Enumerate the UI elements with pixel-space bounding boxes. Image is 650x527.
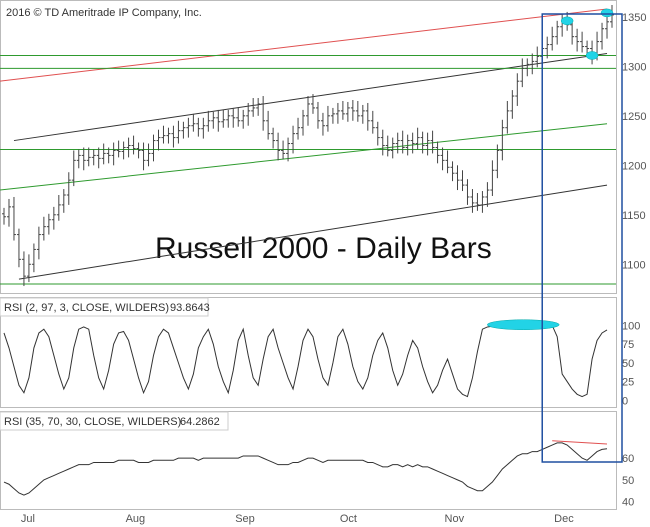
month-label: Oct: [340, 513, 357, 525]
price-tick-label: 1150: [622, 210, 646, 222]
price-tick-label: 1250: [622, 111, 646, 123]
rsi2-title: RSI (2, 97, 3, CLOSE, WILDERS): [4, 302, 169, 314]
price-tick-label: 1300: [622, 61, 646, 73]
rsi2-tick-label: 100: [622, 320, 640, 332]
highlight-box: [541, 13, 623, 463]
rsi35-tick-label: 40: [622, 497, 634, 509]
price-tick-label: 1350: [622, 12, 646, 24]
watermark-text: 2016 © TD Ameritrade IP Company, Inc.: [6, 7, 202, 19]
highlight-marker: [600, 8, 614, 18]
rsi35-title-box: [0, 411, 229, 431]
rsi2-title-box: [0, 297, 209, 317]
highlight-marker: [585, 51, 599, 60]
rsi35-tick-label: 60: [622, 453, 634, 465]
price-tick-label: 1200: [622, 160, 646, 172]
rsi2-last-value: 93.8643: [170, 302, 210, 314]
rsi2-tick-label: 75: [622, 339, 634, 351]
rsi2-tick-label: 0: [622, 395, 628, 407]
price-tick-label: 1100: [622, 259, 646, 271]
month-label: Sep: [235, 513, 255, 525]
trend-line: [0, 8, 608, 82]
rsi2-tick-label: 25: [622, 377, 634, 389]
month-label: Jul: [21, 513, 35, 525]
rsi35-title: RSI (35, 70, 30, CLOSE, WILDERS): [4, 416, 181, 428]
month-label: Aug: [126, 513, 146, 525]
month-label: Nov: [445, 513, 465, 525]
rsi35-divergence-line: [552, 440, 608, 445]
trend-line: [0, 123, 608, 191]
price-panel-frame: [0, 0, 617, 294]
trend-line: [18, 184, 608, 280]
chart-marks: 1100 1150 1200 1250 1300 1350 0 25 50 75 100 40 50 60…: [0, 4, 646, 525]
rsi35-last-value: 64.2862: [180, 416, 220, 428]
rsi35-tick-label: 50: [622, 475, 634, 487]
rsi2-tick-label: 50: [622, 358, 634, 370]
chart-title: Russell 2000 - Daily Bars: [155, 232, 492, 265]
highlight-marker: [560, 16, 574, 26]
rsi35-series-line: [3, 442, 608, 496]
rsi2-highlight-ellipse: [486, 319, 560, 330]
month-label: Dec: [554, 513, 574, 525]
